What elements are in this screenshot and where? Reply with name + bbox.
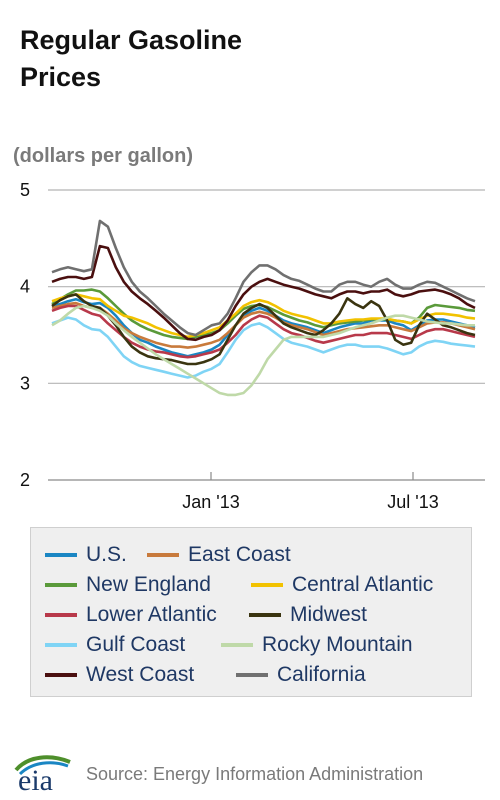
y-axis-label: (dollars per gallon) (13, 145, 194, 167)
legend-item-new-england: New England (45, 570, 211, 600)
y-tick-label: 4 (20, 277, 30, 297)
series-line-central-atlantic (51, 293, 476, 339)
x-tick-label: Jul '13 (387, 492, 438, 512)
chart-title: Regular Gasoline Prices (20, 25, 243, 92)
legend-item-lower-atlantic: Lower Atlantic (45, 600, 217, 630)
legend-swatch (45, 553, 77, 557)
x-tick-labels: Jan '13 Jul '13 (182, 472, 439, 512)
legend: U.S. East Coast New England Central Atlanti… (30, 527, 472, 697)
logo-arc-blue (18, 761, 69, 776)
logo-text: eia (18, 764, 53, 794)
legend-swatch (236, 673, 268, 677)
series-line-california (51, 219, 476, 337)
legend-swatch (249, 613, 281, 617)
legend-item-u-s-: U.S. (45, 540, 127, 570)
series-line-midwest (51, 293, 476, 366)
legend-label: Midwest (290, 603, 368, 626)
logo-arc-green (14, 755, 71, 772)
series-line-u-s- (51, 297, 476, 358)
legend-label: California (277, 663, 366, 686)
legend-swatch (251, 583, 283, 587)
legend-swatch (45, 643, 77, 647)
legend-swatch (45, 613, 77, 617)
legend-swatch (221, 643, 253, 647)
x-tick-label: Jan '13 (182, 492, 239, 512)
line-chart: 2 3 4 5 Jan '13 Jul '13 (20, 180, 485, 512)
source-note: Source: Energy Information Administratio… (86, 764, 424, 784)
eia-logo: eia (14, 755, 71, 794)
y-tick-label: 2 (20, 470, 30, 490)
legend-label: Central Atlantic (292, 573, 434, 596)
series-line-gulf-coast (51, 316, 476, 379)
series-line-east-coast (51, 301, 476, 349)
legend-item-gulf-coast: Gulf Coast (45, 630, 185, 660)
y-tick-label: 3 (20, 373, 30, 393)
legend-item-rocky-mountain: Rocky Mountain (221, 630, 413, 660)
y-tick-labels: 2 3 4 5 (20, 180, 30, 490)
legend-label: U.S. (86, 543, 127, 566)
legend-label: Gulf Coast (86, 633, 186, 656)
series-line-rocky-mountain (51, 304, 475, 397)
grid-lines (48, 189, 485, 481)
legend-swatch (45, 583, 77, 587)
legend-label: West Coast (86, 663, 195, 686)
legend-label: Rocky Mountain (262, 633, 413, 656)
y-tick-label: 5 (20, 180, 30, 200)
legend-item-california: California (236, 660, 366, 690)
legend-item-central-atlantic: Central Atlantic (251, 570, 433, 600)
legend-swatch (45, 673, 77, 677)
series-line-west-coast (51, 244, 476, 342)
legend-item-west-coast: West Coast (45, 660, 194, 690)
legend-item-east-coast: East Coast (147, 540, 291, 570)
legend-label: New England (86, 573, 211, 596)
legend-swatch (147, 553, 179, 557)
legend-label: East Coast (188, 543, 291, 566)
legend-item-midwest: Midwest (249, 600, 367, 630)
data-lines (51, 219, 476, 397)
legend-label: Lower Atlantic (86, 603, 217, 626)
